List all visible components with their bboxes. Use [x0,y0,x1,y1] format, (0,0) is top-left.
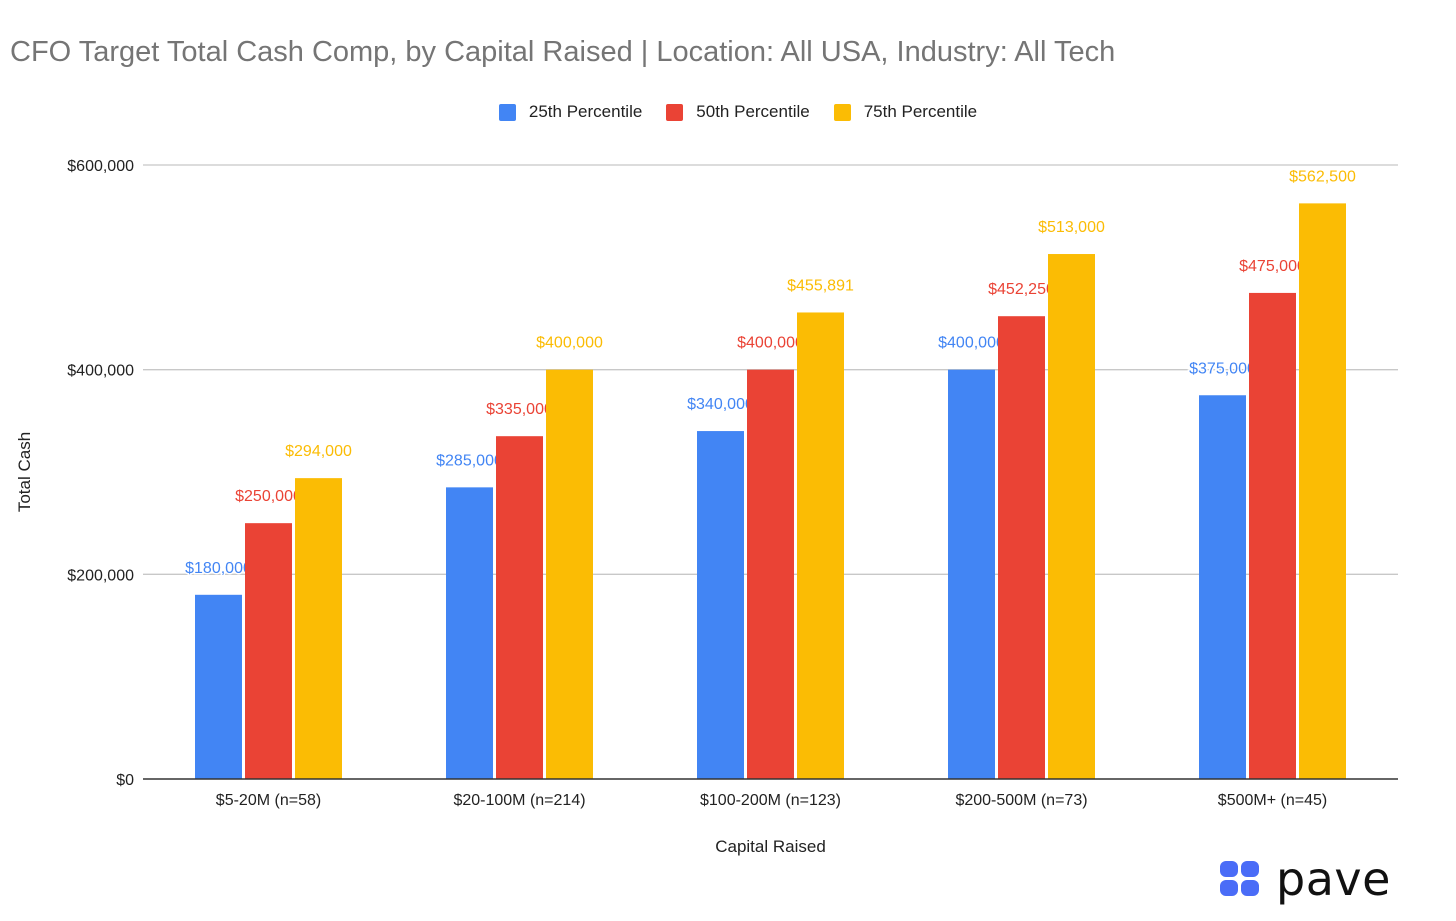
pave-logo: pave [1220,856,1391,902]
x-tick-label: $200-500M (n=73) [955,792,1087,809]
x-tick-label: $5-20M (n=58) [216,792,321,809]
bar [295,478,342,779]
data-label: $455,891 [787,277,854,294]
bar [797,312,844,779]
bar [747,369,794,779]
data-label: $335,000 [486,401,553,418]
legend-item: 25th Percentile [498,102,643,122]
legend-label: 25th Percentile [528,102,643,121]
legend-label: 75th Percentile [863,102,978,121]
bar [496,436,543,779]
bar [1048,254,1095,779]
data-label: $400,000 [737,335,804,352]
bar [195,594,242,779]
legend-item: 75th Percentile [833,102,978,122]
bar [1249,292,1296,779]
data-label: $375,000 [1189,360,1256,377]
data-label: $475,000 [1239,258,1306,275]
chart-title: CFO Target Total Cash Comp, by Capital R… [10,36,1116,68]
data-label: $452,250 [988,281,1055,298]
x-tick-label: $100-200M (n=123) [700,792,841,809]
data-label: $562,500 [1289,168,1356,185]
chart-legend: 25th Percentile 50th Percentile 75th Perce… [0,102,1456,122]
data-label: $340,000 [687,396,754,413]
data-label: $513,000 [1038,219,1105,236]
y-tick-label: $600,000 [67,158,134,175]
y-tick-label: $0 [116,772,134,789]
x-tick-label: $20-100M (n=214) [453,792,585,809]
y-tick-label: $400,000 [67,363,134,380]
data-label: $400,000 [938,335,1005,352]
x-axis-title: Capital Raised [715,837,826,856]
legend-swatch [666,103,684,121]
data-label: $250,000 [235,488,302,505]
x-tick-label: $500M+ (n=45) [1218,792,1327,809]
bar [245,523,292,779]
legend-swatch [833,103,851,121]
bar [446,487,493,779]
y-axis-title: Total Cash [15,432,34,512]
bar [1299,203,1346,779]
pave-logo-text: pave [1276,852,1391,906]
bar [1199,395,1246,779]
data-label: $285,000 [436,452,503,469]
bar [998,316,1045,779]
data-label: $400,000 [536,335,603,352]
data-label: $294,000 [285,443,352,460]
legend-item: 50th Percentile [666,102,810,122]
bar [948,369,995,779]
legend-label: 50th Percentile [696,102,810,121]
legend-swatch [498,103,516,121]
bar [697,431,744,779]
pave-logo-icon [1220,861,1259,896]
data-label: $180,000 [185,560,252,577]
bar [546,369,593,779]
y-tick-label: $200,000 [67,567,134,584]
